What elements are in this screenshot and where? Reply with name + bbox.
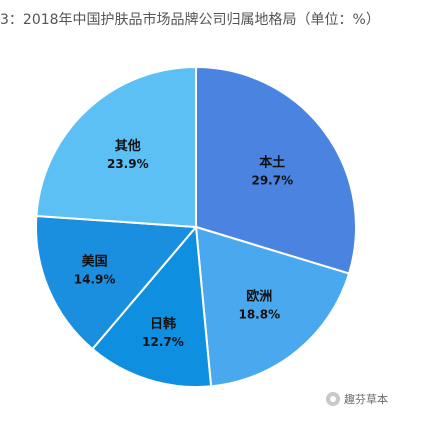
chart-title: 3：2018年中国护肤品市场品牌公司归属地格局（单位：%） [0, 12, 380, 28]
slice-name-label: 美国 [82, 254, 108, 270]
slice-value-label: 29.7% [251, 173, 293, 187]
pie-slice-2 [91, 224, 213, 388]
slice-value-label: 23.9% [107, 157, 149, 171]
pie-slice-3 [35, 214, 199, 351]
pie-slice-1 [194, 225, 351, 388]
slice-name-label: 本土 [259, 154, 285, 170]
watermark-text: 趣芬草本 [344, 393, 388, 406]
slice-value-label: 12.7% [142, 335, 184, 349]
pie-slice-0 [195, 65, 357, 275]
slice-name-label: 日韩 [150, 316, 176, 332]
slice-value-label: 14.9% [74, 273, 116, 287]
pie-slice-4 [35, 65, 197, 229]
slice-name-label: 欧洲 [246, 289, 272, 305]
slice-value-label: 18.8% [238, 308, 280, 322]
watermark: 趣芬草本 [326, 391, 388, 407]
wechat-icon [326, 392, 340, 406]
slice-name-label: 其他 [115, 138, 141, 154]
